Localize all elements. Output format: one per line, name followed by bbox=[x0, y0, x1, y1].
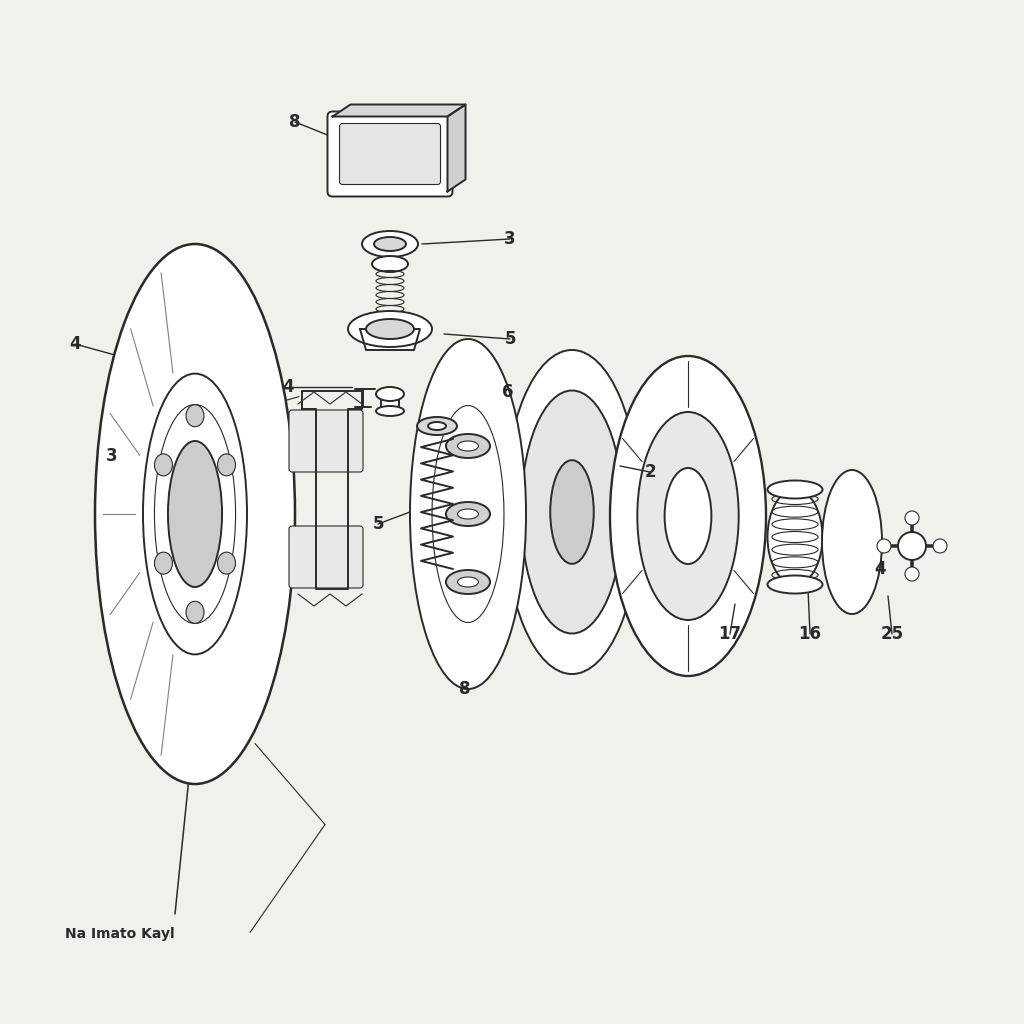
Ellipse shape bbox=[186, 601, 204, 624]
Text: 3: 3 bbox=[504, 230, 516, 248]
Ellipse shape bbox=[637, 412, 738, 620]
Ellipse shape bbox=[768, 489, 822, 585]
Text: 4: 4 bbox=[70, 335, 81, 353]
Ellipse shape bbox=[95, 244, 295, 784]
Ellipse shape bbox=[372, 256, 408, 272]
Ellipse shape bbox=[168, 441, 222, 587]
FancyBboxPatch shape bbox=[340, 124, 440, 184]
Ellipse shape bbox=[410, 339, 526, 689]
Ellipse shape bbox=[362, 231, 418, 257]
Ellipse shape bbox=[768, 480, 822, 499]
FancyBboxPatch shape bbox=[328, 112, 453, 197]
Ellipse shape bbox=[521, 390, 623, 634]
Ellipse shape bbox=[458, 441, 478, 451]
Ellipse shape bbox=[550, 460, 594, 564]
Polygon shape bbox=[333, 104, 466, 117]
Text: 17: 17 bbox=[719, 625, 741, 643]
Ellipse shape bbox=[610, 356, 766, 676]
Text: 4: 4 bbox=[874, 560, 886, 578]
Text: 4: 4 bbox=[283, 378, 294, 396]
FancyBboxPatch shape bbox=[289, 526, 362, 588]
Text: 25: 25 bbox=[881, 625, 903, 643]
Text: 6: 6 bbox=[502, 383, 514, 401]
Text: 8: 8 bbox=[459, 680, 471, 698]
Ellipse shape bbox=[458, 577, 478, 587]
Ellipse shape bbox=[155, 454, 172, 476]
Ellipse shape bbox=[143, 374, 247, 654]
Ellipse shape bbox=[217, 454, 236, 476]
Ellipse shape bbox=[458, 509, 478, 519]
Ellipse shape bbox=[217, 552, 236, 574]
Ellipse shape bbox=[665, 468, 712, 564]
Ellipse shape bbox=[428, 422, 446, 430]
Polygon shape bbox=[360, 329, 420, 350]
Text: 8: 8 bbox=[289, 113, 301, 131]
Ellipse shape bbox=[446, 502, 490, 526]
Ellipse shape bbox=[905, 567, 919, 581]
Ellipse shape bbox=[374, 237, 406, 251]
Ellipse shape bbox=[877, 539, 891, 553]
Ellipse shape bbox=[898, 532, 926, 560]
Polygon shape bbox=[447, 104, 466, 191]
FancyBboxPatch shape bbox=[289, 410, 362, 472]
Ellipse shape bbox=[446, 434, 490, 458]
Ellipse shape bbox=[366, 319, 414, 339]
Ellipse shape bbox=[446, 570, 490, 594]
Ellipse shape bbox=[348, 311, 432, 347]
Text: 16: 16 bbox=[799, 625, 821, 643]
Text: 5: 5 bbox=[504, 330, 516, 348]
Ellipse shape bbox=[376, 387, 404, 401]
Bar bbox=[381, 394, 399, 411]
Ellipse shape bbox=[504, 350, 640, 674]
Ellipse shape bbox=[376, 406, 404, 416]
Ellipse shape bbox=[905, 511, 919, 525]
Text: 3: 3 bbox=[106, 447, 118, 465]
Text: 2: 2 bbox=[644, 463, 655, 481]
Ellipse shape bbox=[186, 404, 204, 427]
Ellipse shape bbox=[417, 417, 457, 435]
Ellipse shape bbox=[768, 575, 822, 594]
Ellipse shape bbox=[933, 539, 947, 553]
Ellipse shape bbox=[155, 552, 172, 574]
Text: 5: 5 bbox=[373, 515, 384, 534]
Ellipse shape bbox=[822, 470, 882, 614]
Text: Na Imato Kayl: Na Imato Kayl bbox=[65, 927, 175, 941]
